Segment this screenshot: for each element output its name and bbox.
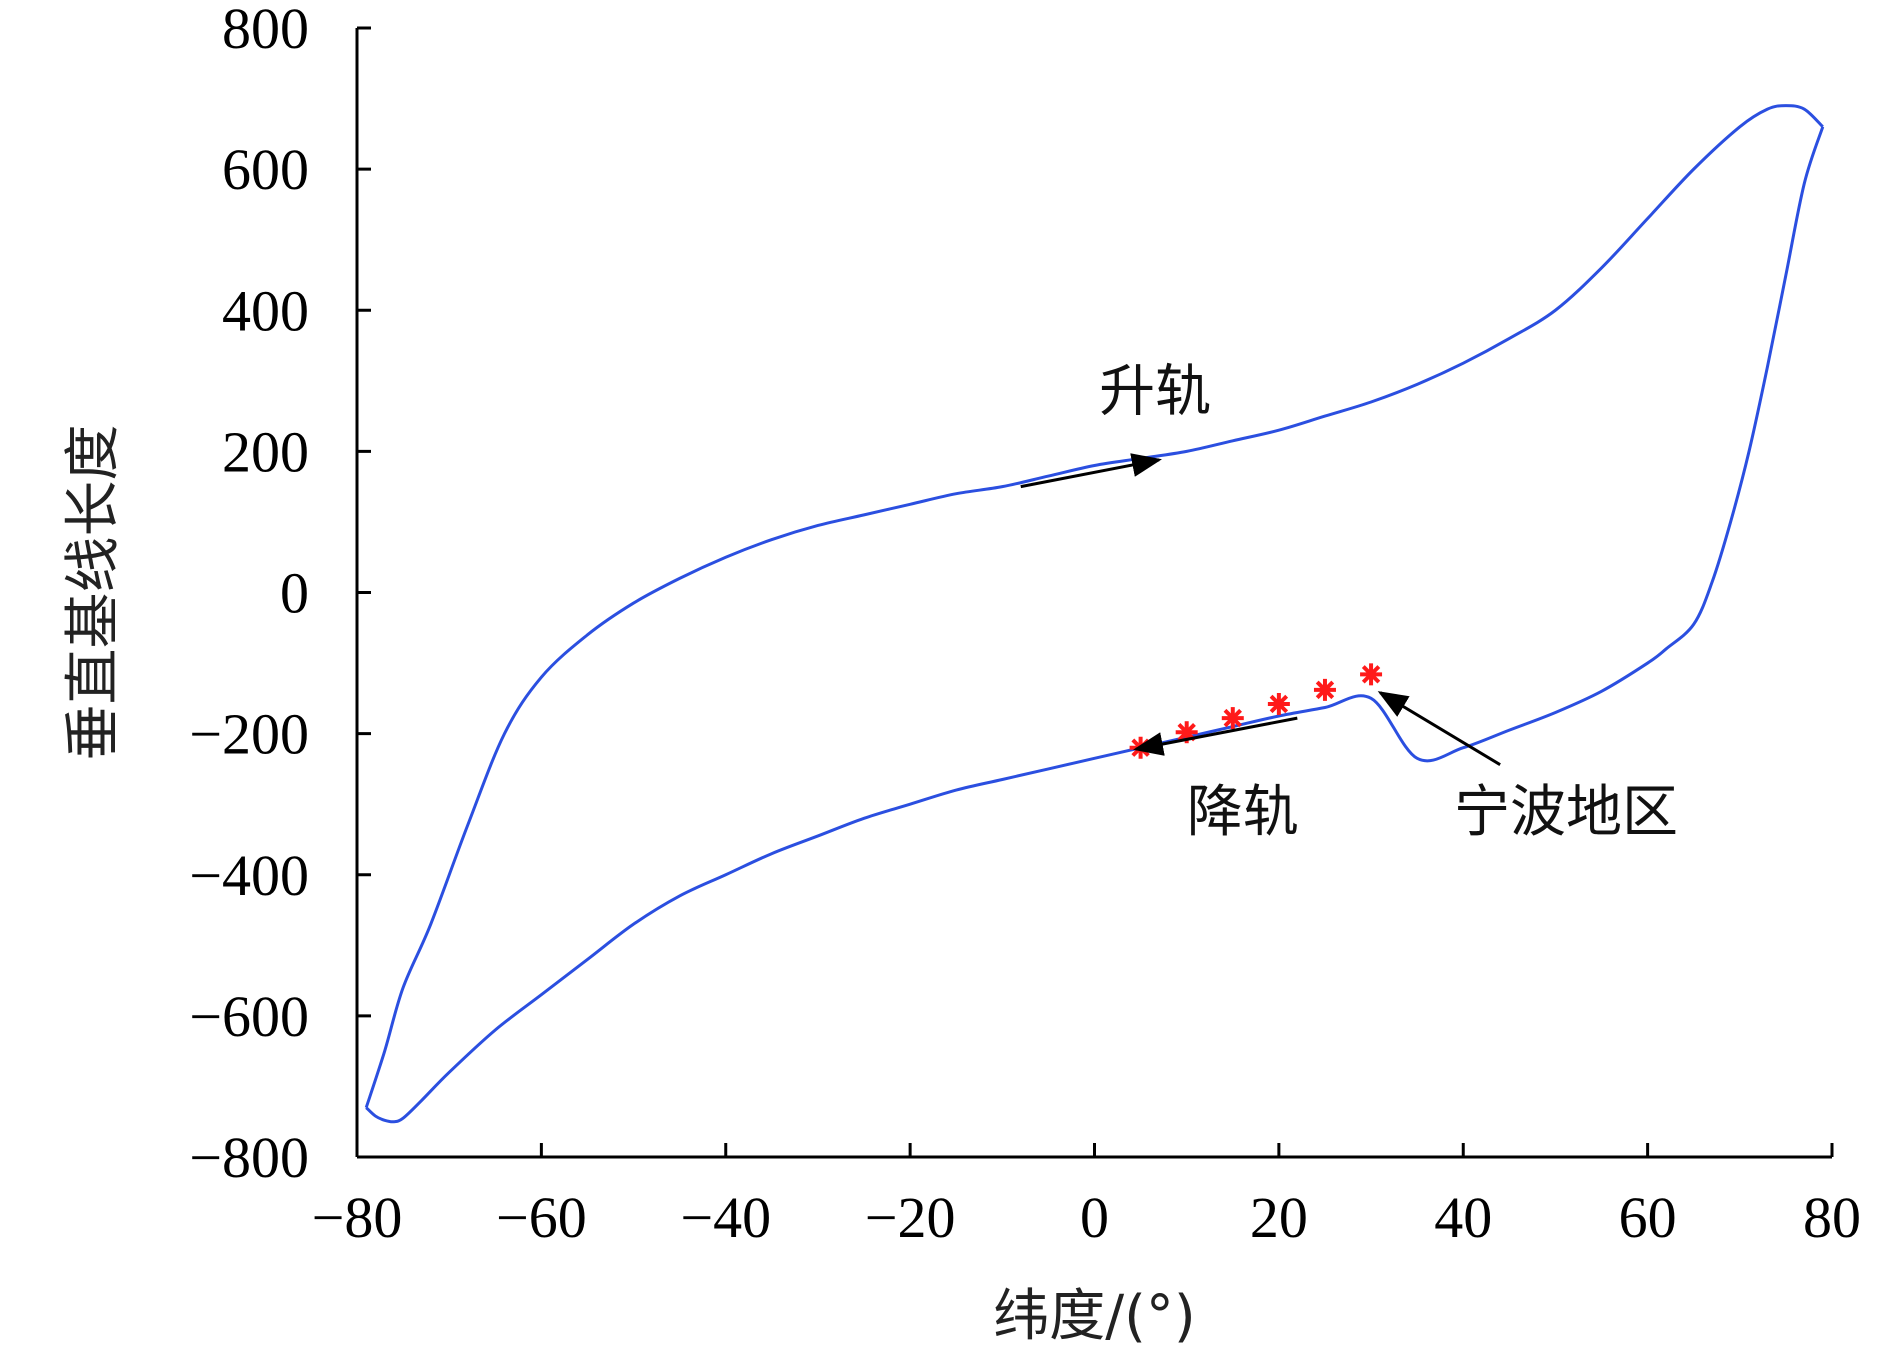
x-ticks: −80 −60 −40 −20 0 20 40 60 80: [312, 1143, 1861, 1250]
y-tick-label: 400: [222, 278, 309, 343]
x-tick-label: 80: [1803, 1185, 1861, 1250]
ascending-orbit-series-line: [364, 104, 1824, 1109]
x-tick-label: 20: [1250, 1185, 1308, 1250]
ningbo-point: [1221, 707, 1244, 730]
y-tick-label: −600: [189, 984, 309, 1049]
annotation-ascending: 升轨: [1099, 359, 1211, 424]
x-tick-label: −80: [312, 1185, 403, 1250]
y-axis-title: 垂直基线长度: [61, 425, 126, 761]
y-tick-label: 200: [222, 419, 309, 484]
ascending-arrow: [1020, 453, 1162, 489]
y-tick-label: −800: [189, 1125, 309, 1190]
descending-arrow: [1133, 716, 1298, 756]
y-tick-label: 600: [222, 137, 309, 202]
y-ticks: −800 −600 −400 −200 0 200 400 600 800: [189, 0, 371, 1190]
ningbo-point: [1267, 692, 1290, 715]
x-tick-label: 60: [1619, 1185, 1677, 1250]
annotation-arrows: [1020, 453, 1501, 766]
x-tick-label: −60: [496, 1185, 587, 1250]
y-tick-label: −400: [189, 843, 309, 908]
x-tick-label: −40: [680, 1185, 771, 1250]
x-tick-label: −20: [865, 1185, 956, 1250]
x-tick-label: 0: [1080, 1185, 1109, 1250]
y-tick-label: 800: [222, 0, 309, 61]
x-axis-title: 纬度/(°): [993, 1284, 1196, 1349]
y-tick-label: 0: [280, 561, 309, 626]
ningbo-point: [1313, 678, 1336, 701]
ningbo-point: [1360, 663, 1383, 686]
descending-orbit-series-line: [365, 126, 1825, 1124]
ningbo-arrow: [1377, 691, 1501, 766]
annotation-descending: 降轨: [1187, 780, 1299, 845]
annotation-ningbo: 宁波地区: [1454, 780, 1678, 845]
axes: [355, 28, 1832, 1159]
x-tick-label: 40: [1434, 1185, 1492, 1250]
y-tick-label: −200: [189, 702, 309, 767]
